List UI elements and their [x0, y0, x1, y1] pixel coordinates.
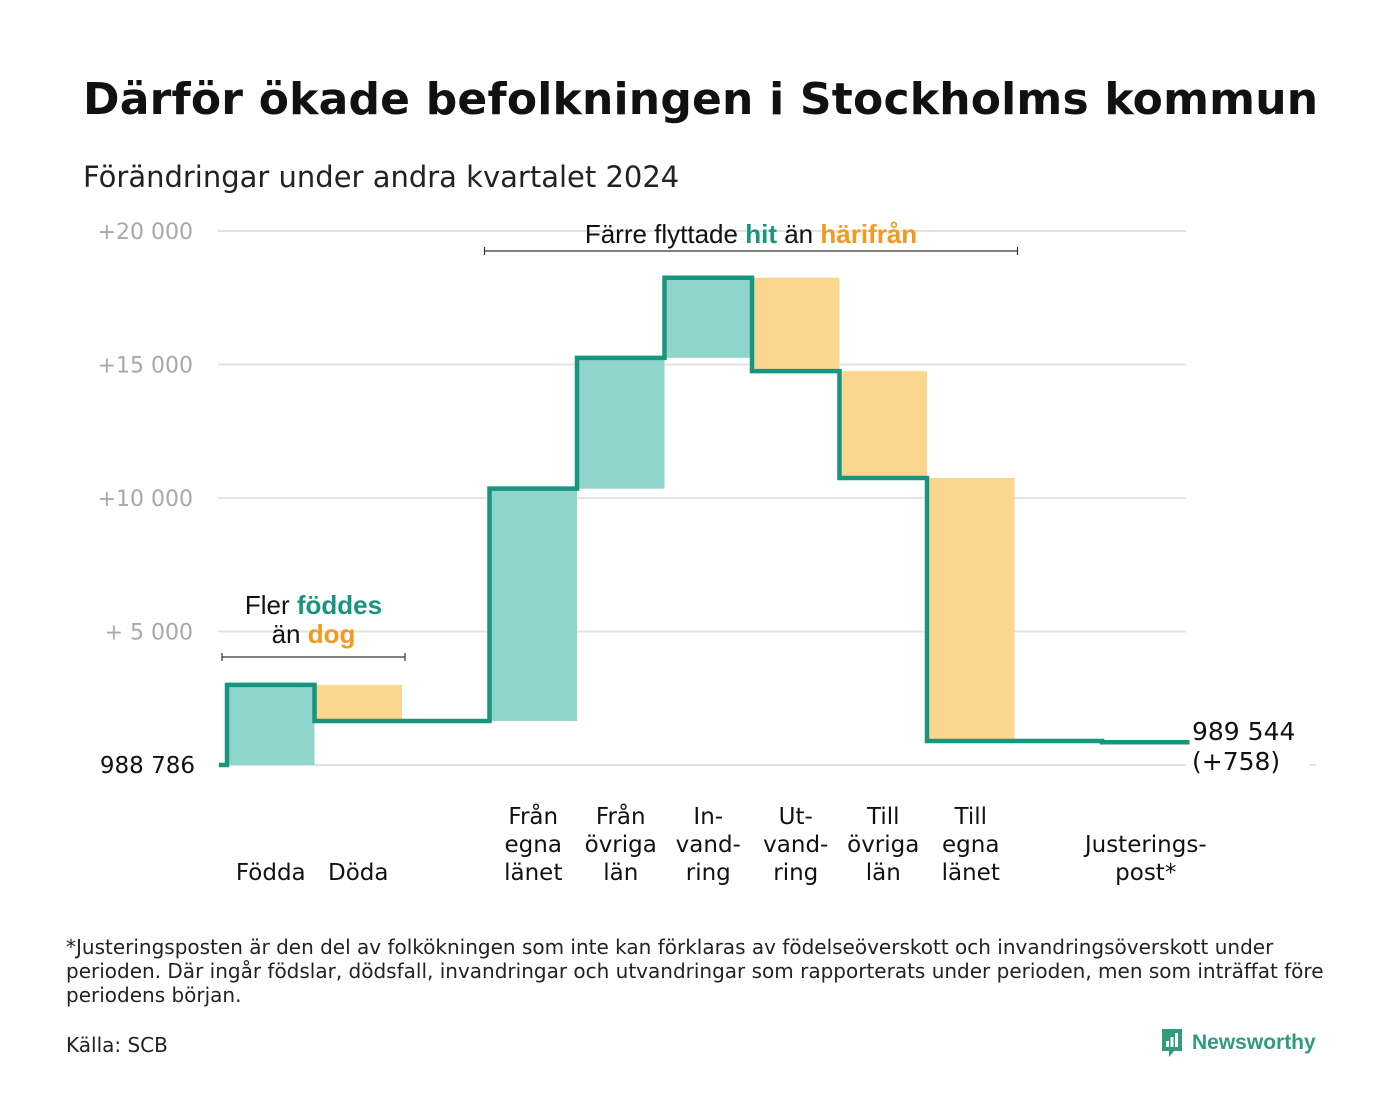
category-label: länet — [504, 860, 562, 886]
category-label: ring — [773, 860, 818, 886]
y-tick-label: +15 000 — [98, 354, 193, 379]
footnote: *Justeringsposten är den del av folkökni… — [66, 935, 1324, 1007]
waterfall-step-line — [219, 275, 1190, 768]
category-label: Justerings- — [1083, 832, 1207, 858]
chart-title: Därför ökade befolkningen i Stockholms k… — [83, 74, 1319, 125]
y-tick-label: +10 000 — [98, 487, 193, 512]
category-label: län — [603, 860, 638, 886]
bar-tillövrigalän — [839, 371, 927, 478]
category-label: Ut- — [779, 804, 813, 830]
category-label: Från — [596, 802, 646, 830]
category-label: In- — [693, 804, 723, 830]
category-label: Döda — [328, 860, 388, 886]
bar-frånegnalänet — [489, 488, 577, 721]
start-value-label: 988 786 — [100, 753, 195, 779]
bar-in-vand-ring — [664, 277, 752, 358]
annotation-text: Färre flyttade hit än härifrån — [585, 219, 917, 249]
category-label: egna — [942, 832, 999, 858]
category-label: länet — [942, 860, 1000, 886]
y-tick-label: + 5 000 — [105, 621, 193, 646]
newsworthy-logo-icon — [1162, 1029, 1182, 1057]
bar-döda — [314, 684, 402, 721]
category-label: övriga — [847, 832, 919, 858]
category-label: ring — [686, 860, 731, 886]
category-label: Till — [866, 804, 900, 830]
brand-logo: Newsworthy — [1160, 1027, 1316, 1059]
y-tick-label: +20 000 — [98, 220, 193, 245]
end-value-label: (+758) — [1192, 747, 1280, 776]
bar-födda — [227, 684, 315, 765]
category-label: Från — [508, 802, 558, 830]
category-label: övriga — [585, 832, 657, 858]
brand-name: Newsworthy — [1192, 1031, 1316, 1054]
bar-frånövrigalän — [577, 357, 665, 489]
category-label: vand- — [763, 832, 828, 858]
end-value-label: 989 544 — [1192, 717, 1295, 746]
category-label: Födda — [236, 860, 306, 886]
category-label: egna — [505, 832, 562, 858]
category-label: län — [866, 860, 901, 886]
category-label: Till — [953, 804, 987, 830]
chart-subtitle: Förändringar under andra kvartalet 2024 — [83, 160, 680, 194]
category-label: vand- — [676, 832, 741, 858]
bar-ut-vand-ring — [752, 277, 840, 372]
category-label: post* — [1115, 860, 1176, 886]
bar-tillegnalänet — [927, 477, 1015, 741]
annotation-text: Fler föddes — [245, 590, 382, 620]
annotation-text: än dog — [272, 619, 356, 649]
source-label: Källa: SCB — [66, 1033, 168, 1057]
